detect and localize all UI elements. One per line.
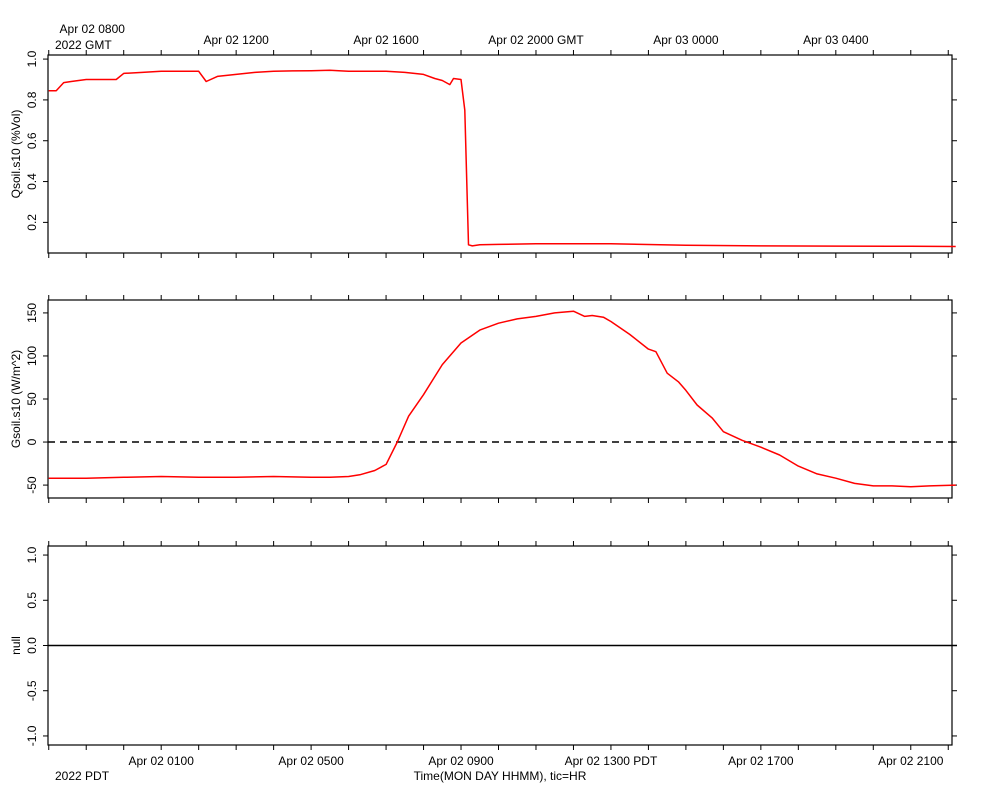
- plot-frame: [47, 54, 953, 254]
- y-tick-label: 0: [25, 438, 39, 445]
- chart-panel-3: -1.0 -0.5 0.0 0.5 1.0 null: [9, 541, 957, 750]
- chart-panel-1: 0.2 0.4 0.6 0.8 1.0 Qsoil.s10 (%Vol): [9, 50, 957, 258]
- bottom-time-label: Apr 02 2100: [878, 754, 944, 768]
- y-tick-label: 100: [25, 346, 39, 366]
- y-axis-label: null: [9, 636, 23, 655]
- y-tick-label: -0.5: [25, 680, 39, 701]
- y-tick-label: -50: [25, 476, 39, 494]
- y-tick-label: 150: [25, 303, 39, 323]
- y-tick-label: 50: [25, 392, 39, 406]
- y-tick-label: 0.0: [25, 637, 39, 654]
- top-time-label: Apr 02 1200: [203, 33, 269, 47]
- bottom-time-label: Apr 02 1700: [728, 754, 794, 768]
- top-time-label: Apr 02 1600: [353, 33, 419, 47]
- y-tick-label: 0.6: [25, 132, 39, 149]
- y-tick-label: 1.0: [25, 546, 39, 563]
- bottom-time-label: Apr 02 1300 PDT: [565, 754, 658, 768]
- data-series-line: [48, 69, 956, 248]
- y-tick-label: -1.0: [25, 725, 39, 746]
- y-axis-label: Gsoil.s10 (W/m^2): [9, 350, 23, 448]
- y-tick-label: 0.2: [25, 214, 39, 231]
- y-tick-label: 0.4: [25, 173, 39, 190]
- plot-frame: [47, 299, 953, 499]
- top-time-label: Apr 03 0400: [803, 33, 869, 47]
- data-series-line: [48, 310, 956, 488]
- bottom-year-label: 2022 PDT: [55, 769, 110, 783]
- y-tick-label: 0.8: [25, 91, 39, 108]
- y-tick-label: 0.5: [25, 592, 39, 609]
- top-year-label: 2022 GMT: [55, 38, 112, 52]
- top-time-label: Apr 03 0000: [653, 33, 719, 47]
- bottom-time-label: Apr 02 0100: [128, 754, 194, 768]
- y-tick-label: 1.0: [25, 50, 39, 67]
- top-time-label: Apr 02 0800: [60, 22, 126, 36]
- x-axis-label: Time(MON DAY HHMM), tic=HR: [414, 769, 587, 783]
- chart-panel-2: -50 0 50 100 150 Gsoil.s10 (W/m^2): [9, 295, 957, 503]
- y-axis-label: Qsoil.s10 (%Vol): [9, 110, 23, 199]
- top-time-label: Apr 02 2000 GMT: [488, 33, 584, 47]
- bottom-time-label: Apr 02 0500: [278, 754, 344, 768]
- bottom-time-label: Apr 02 0900: [428, 754, 494, 768]
